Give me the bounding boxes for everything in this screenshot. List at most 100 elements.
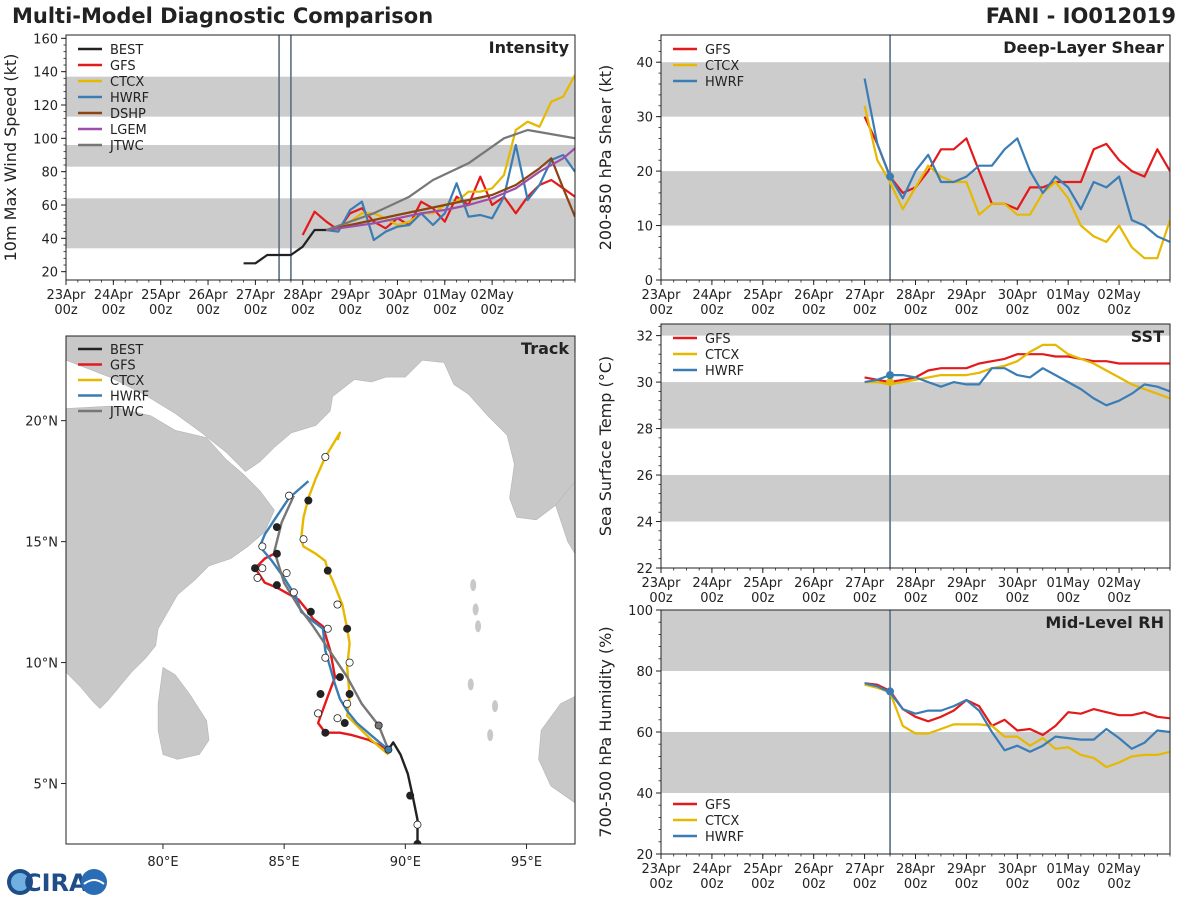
intensity-legend-label-gfs: GFS (110, 59, 136, 74)
track-position-point-11 (316, 690, 325, 699)
track-series-best (387, 741, 419, 844)
track-position-point-14 (345, 658, 354, 667)
intensity-legend-label-ctcx: CTCX (110, 75, 144, 90)
rh-ytick-label: 60 (636, 726, 653, 741)
rh-series-hwrf (864, 682, 1170, 753)
rh-xtick-label: 27Apr (845, 862, 885, 877)
shear-xtick-label: 26Apr (794, 288, 834, 303)
intensity-xtick-label: 29Apr (331, 288, 371, 303)
track-position-point-30 (304, 496, 313, 505)
rh-xtick-label: 28Apr (896, 862, 936, 877)
track-position-point-13 (321, 653, 330, 662)
intensity-xtick-label: 01May (423, 288, 467, 303)
track-position-point-4 (374, 721, 383, 730)
track-legend-label-jtwc: JTWC (109, 405, 144, 420)
shear-xtick-label: 02May (1097, 288, 1141, 303)
shear-panel: 01020304023Apr00z24Apr00z25Apr00z26Apr00… (596, 34, 1171, 318)
track-plot-area (66, 336, 575, 844)
intensity-legend-label-hwrf: HWRF (110, 91, 149, 106)
shear-ytick-label: 10 (636, 220, 653, 235)
rh-marker-0 (886, 687, 895, 696)
cira-logo: CIRA (7, 869, 107, 897)
intensity-legend-label-lgem: LGEM (110, 123, 147, 138)
intensity-xtick-sublabel: 00z (149, 303, 173, 318)
shear-xtick-label: 28Apr (896, 288, 936, 303)
rh-xtick-sublabel: 00z (955, 877, 979, 892)
logo-globe-inner (11, 873, 29, 891)
sst-series-gfs (864, 353, 1170, 384)
sst-marker-0 (886, 378, 895, 387)
rh-plot-area (661, 610, 1170, 854)
shear-xtick-label: 29Apr (947, 288, 987, 303)
rh-legend-label-gfs: GFS (705, 798, 731, 813)
intensity-legend-label-best: BEST (110, 43, 143, 58)
track-position-point-3 (384, 745, 393, 754)
intensity-ylabel: 10m Max Wind Speed (kt) (1, 54, 20, 262)
shear-xtick-label: 24Apr (692, 288, 732, 303)
intensity-legend-label-dshp: DSHP (110, 107, 146, 122)
intensity-xtick-label: 26Apr (189, 288, 229, 303)
track-legend-label-ctcx: CTCX (110, 374, 144, 389)
track-position-point-1 (413, 820, 422, 829)
island-4 (487, 729, 494, 742)
rh-xtick-sublabel: 00z (649, 877, 673, 892)
shear-legend-label-hwrf: HWRF (705, 75, 744, 90)
page-title: Multi-Model Diagnostic Comparison (12, 4, 434, 28)
track-xtick-label: 85°E (269, 855, 300, 870)
track-xtick-label: 95°E (511, 855, 542, 870)
intensity-ytick-label: 20 (41, 266, 58, 281)
sst-xtick-label: 23Apr (641, 576, 681, 591)
intensity-xtick-label: 30Apr (378, 288, 418, 303)
sst-xtick-label: 25Apr (743, 576, 783, 591)
sst-xtick-label: 24Apr (692, 576, 732, 591)
shear-xtick-sublabel: 00z (802, 303, 826, 318)
rh-ytick-label: 20 (636, 848, 653, 863)
track-position-point-20 (272, 581, 281, 590)
sst-xtick-sublabel: 00z (649, 591, 673, 606)
logo-text: CIRA (24, 869, 88, 897)
track-position-point-15 (343, 624, 352, 633)
rh-series-gfs (864, 682, 1170, 737)
island-3 (492, 700, 499, 713)
intensity-xtick-sublabel: 00z (102, 303, 126, 318)
sst-ylabel: Sea Surface Temp (°C) (596, 356, 615, 536)
rh-ytick-label: 100 (628, 604, 653, 619)
track-panel: 80°E 85°E 90°E 95°E 5°N 10°N 15°N 20°N Track BEST… (25, 335, 576, 870)
rh-xtick-label: 24Apr (692, 862, 732, 877)
intensity-xtick-label: 24Apr (94, 288, 134, 303)
sst-ytick-label: 26 (636, 469, 653, 484)
intensity-ytick-label: 140 (33, 66, 58, 81)
track-position-point-17 (306, 607, 315, 616)
sst-xtick-sublabel: 00z (904, 591, 928, 606)
track-position-point-2 (406, 791, 415, 800)
shear-xtick-sublabel: 00z (853, 303, 877, 318)
rh-xtick-label: 26Apr (794, 862, 834, 877)
intensity-xtick-label: 23Apr (46, 288, 86, 303)
sst-plot-area (661, 324, 1170, 568)
island-0 (470, 579, 477, 592)
sst-xtick-sublabel: 00z (1006, 591, 1030, 606)
intensity-ytick-label: 40 (41, 232, 58, 247)
track-position-point-19 (289, 588, 298, 597)
intensity-band-0 (66, 198, 575, 249)
sst-xtick-label: 01May (1046, 576, 1090, 591)
rh-xtick-label: 30Apr (998, 862, 1038, 877)
rh-xtick-sublabel: 00z (1006, 877, 1030, 892)
sst-xtick-label: 26Apr (794, 576, 834, 591)
track-position-point-31 (284, 491, 293, 500)
track-xtick-label: 80°E (147, 855, 178, 870)
track-xtick-label: 90°E (390, 855, 421, 870)
sst-legend-label-hwrf: HWRF (705, 364, 744, 379)
rh-xtick-sublabel: 00z (802, 877, 826, 892)
shear-xtick-sublabel: 00z (700, 303, 724, 318)
track-position-point-16 (323, 624, 332, 633)
shear-band-1 (661, 62, 1170, 117)
track-ytick-label: 15°N (25, 536, 58, 551)
intensity-xtick-sublabel: 00z (196, 303, 220, 318)
sst-legend-label-ctcx: CTCX (705, 348, 739, 363)
shear-plot-area (661, 35, 1170, 280)
rh-xtick-label: 29Apr (947, 862, 987, 877)
track-ytick-label: 20°N (25, 415, 58, 430)
island-5 (467, 678, 474, 691)
sst-xtick-label: 29Apr (947, 576, 987, 591)
